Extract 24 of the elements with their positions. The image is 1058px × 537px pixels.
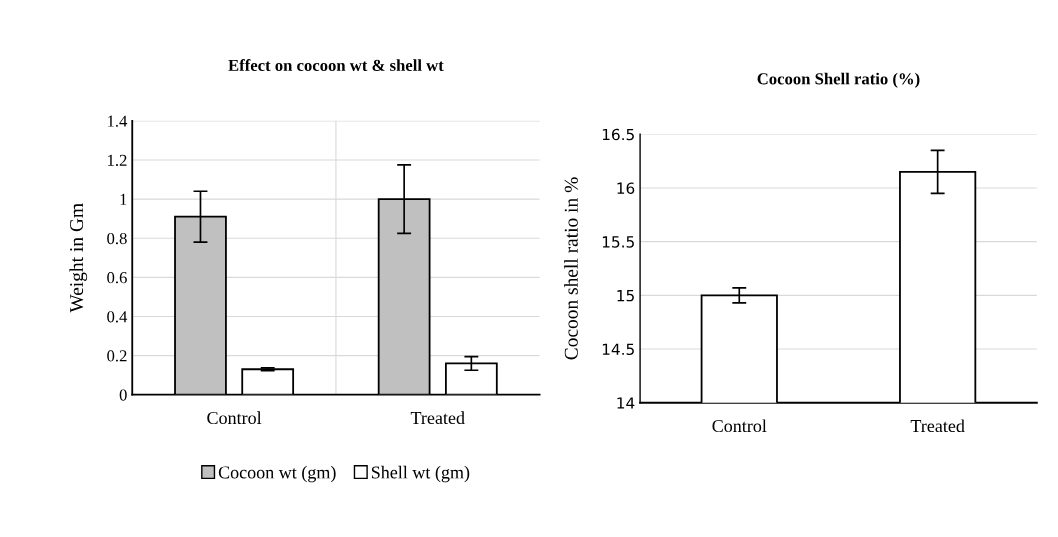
- y-tick-label: 16.5: [602, 128, 634, 141]
- y-tick-label: 1.2: [108, 154, 127, 166]
- y-tick-label: 15: [617, 290, 634, 302]
- legend-label: Shell wt (gm): [371, 465, 470, 483]
- y-tick-label: 0.6: [107, 272, 127, 284]
- y-tick-label: 0.8: [107, 232, 127, 245]
- y-tick-label: 15.5: [602, 236, 634, 248]
- y-axis-title: Cocoon shell ratio in %: [564, 177, 578, 360]
- x-tick-label: Control: [207, 411, 262, 425]
- y-tick-label: 0.4: [107, 311, 128, 323]
- y-tick-label: 16: [617, 182, 635, 194]
- y-tick-label: 0: [119, 389, 127, 401]
- y-tick-label: 0.2: [107, 350, 127, 362]
- y-tick-label: 14: [617, 397, 635, 409]
- y-axis-title: Weight in Gm: [69, 203, 88, 313]
- legend-label: Cocoon wt (gm): [218, 465, 336, 483]
- chart-title: Cocoon Shell ratio (%): [757, 72, 920, 88]
- x-tick-label: Control: [712, 419, 767, 433]
- y-tick-label: 1: [120, 193, 127, 205]
- chart-title: Effect on cocoon wt & shell wt: [228, 59, 444, 71]
- y-tick-label: 14.5: [602, 343, 634, 356]
- y-tick-label: 1.4: [108, 115, 128, 127]
- x-tick-label: Treated: [910, 419, 965, 433]
- x-tick-label: Treated: [410, 411, 465, 425]
